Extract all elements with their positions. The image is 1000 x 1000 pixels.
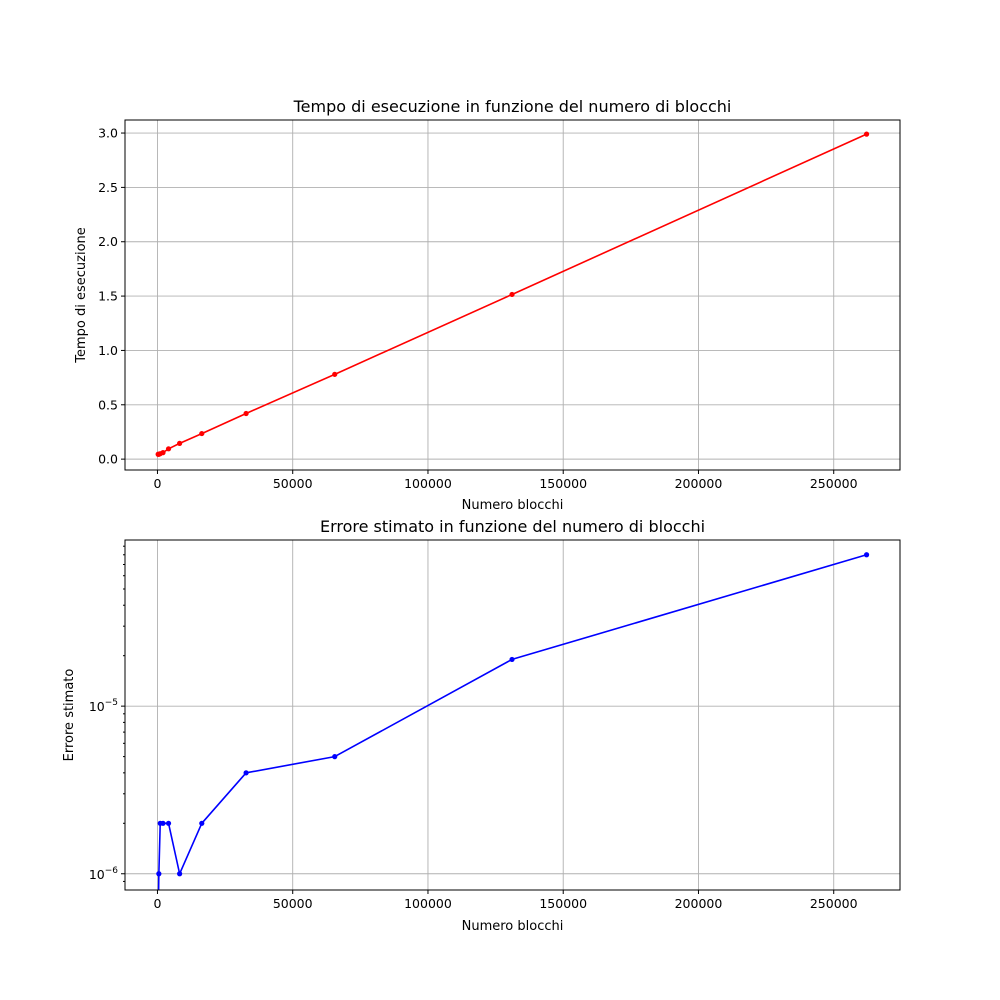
x-axis-label: Numero blocchi	[462, 498, 564, 513]
data-point	[509, 656, 515, 663]
grid	[125, 540, 900, 890]
plot-area	[156, 552, 870, 890]
x-tick-label: 200000	[675, 896, 723, 911]
ticks: 0 50000 100000 150000 200000 250000 10−6 10−5	[89, 545, 858, 911]
x-tick-label: 250000	[810, 896, 858, 911]
axes-frame	[124, 539, 901, 891]
chart-title: Errore stimato in funzione del numero di…	[320, 517, 705, 536]
data-point	[160, 820, 166, 826]
y-tick-label: 0.5	[98, 397, 118, 412]
data-point	[863, 131, 870, 137]
x-tick-label: 50000	[273, 476, 313, 491]
x-tick-label: 50000	[273, 896, 313, 911]
y-tick-label: 10−5	[89, 698, 118, 714]
data-point	[199, 430, 205, 437]
y-axis-label: Errore stimato	[62, 669, 77, 762]
y-tick-label: 1.0	[98, 343, 118, 358]
y-tick-label: 0.0	[98, 452, 118, 467]
y-tick-label: 1.5	[98, 289, 118, 304]
y-tick-label: 2.0	[98, 234, 118, 249]
data-point	[509, 291, 515, 298]
data-point	[156, 871, 162, 877]
x-tick-label: 100000	[404, 896, 452, 911]
x-tick-label: 0	[153, 896, 161, 911]
data-point	[332, 753, 338, 760]
y-tick-label: 3.0	[98, 126, 118, 141]
data-point	[332, 371, 338, 377]
data-point	[243, 410, 249, 417]
data-point	[177, 871, 183, 877]
chart-title: Tempo di esecuzione in funzione del nume…	[293, 97, 732, 116]
estimated-error-chart: 0 50000 100000 150000 200000 250000 10−6 10−5 E…	[62, 517, 901, 934]
execution-time-chart: 0 50000 100000 150000 200000 250000 0.0 0.5 1.0 1…	[74, 97, 901, 513]
x-tick-label: 200000	[675, 476, 723, 491]
data-point	[160, 450, 166, 456]
data-point	[863, 552, 870, 558]
x-tick-label: 150000	[539, 896, 587, 911]
x-tick-label: 0	[153, 476, 161, 491]
data-point	[177, 440, 183, 446]
x-tick-label: 100000	[404, 476, 452, 491]
data-point	[165, 446, 172, 452]
x-axis-label: Numero blocchi	[462, 919, 564, 934]
plot-area	[155, 131, 870, 457]
ticks: 0 50000 100000 150000 200000 250000 0.0 0.5 1.0 1…	[98, 126, 858, 491]
x-tick-label: 150000	[539, 476, 587, 491]
data-point	[243, 770, 249, 776]
data-point	[199, 820, 205, 826]
data-point	[165, 820, 172, 826]
y-tick-label: 2.5	[98, 180, 118, 195]
axes-frame	[124, 119, 901, 471]
y-tick-label: 10−6	[89, 866, 118, 882]
x-tick-label: 250000	[810, 476, 858, 491]
y-axis-label: Tempo di esecuzione	[74, 227, 89, 364]
